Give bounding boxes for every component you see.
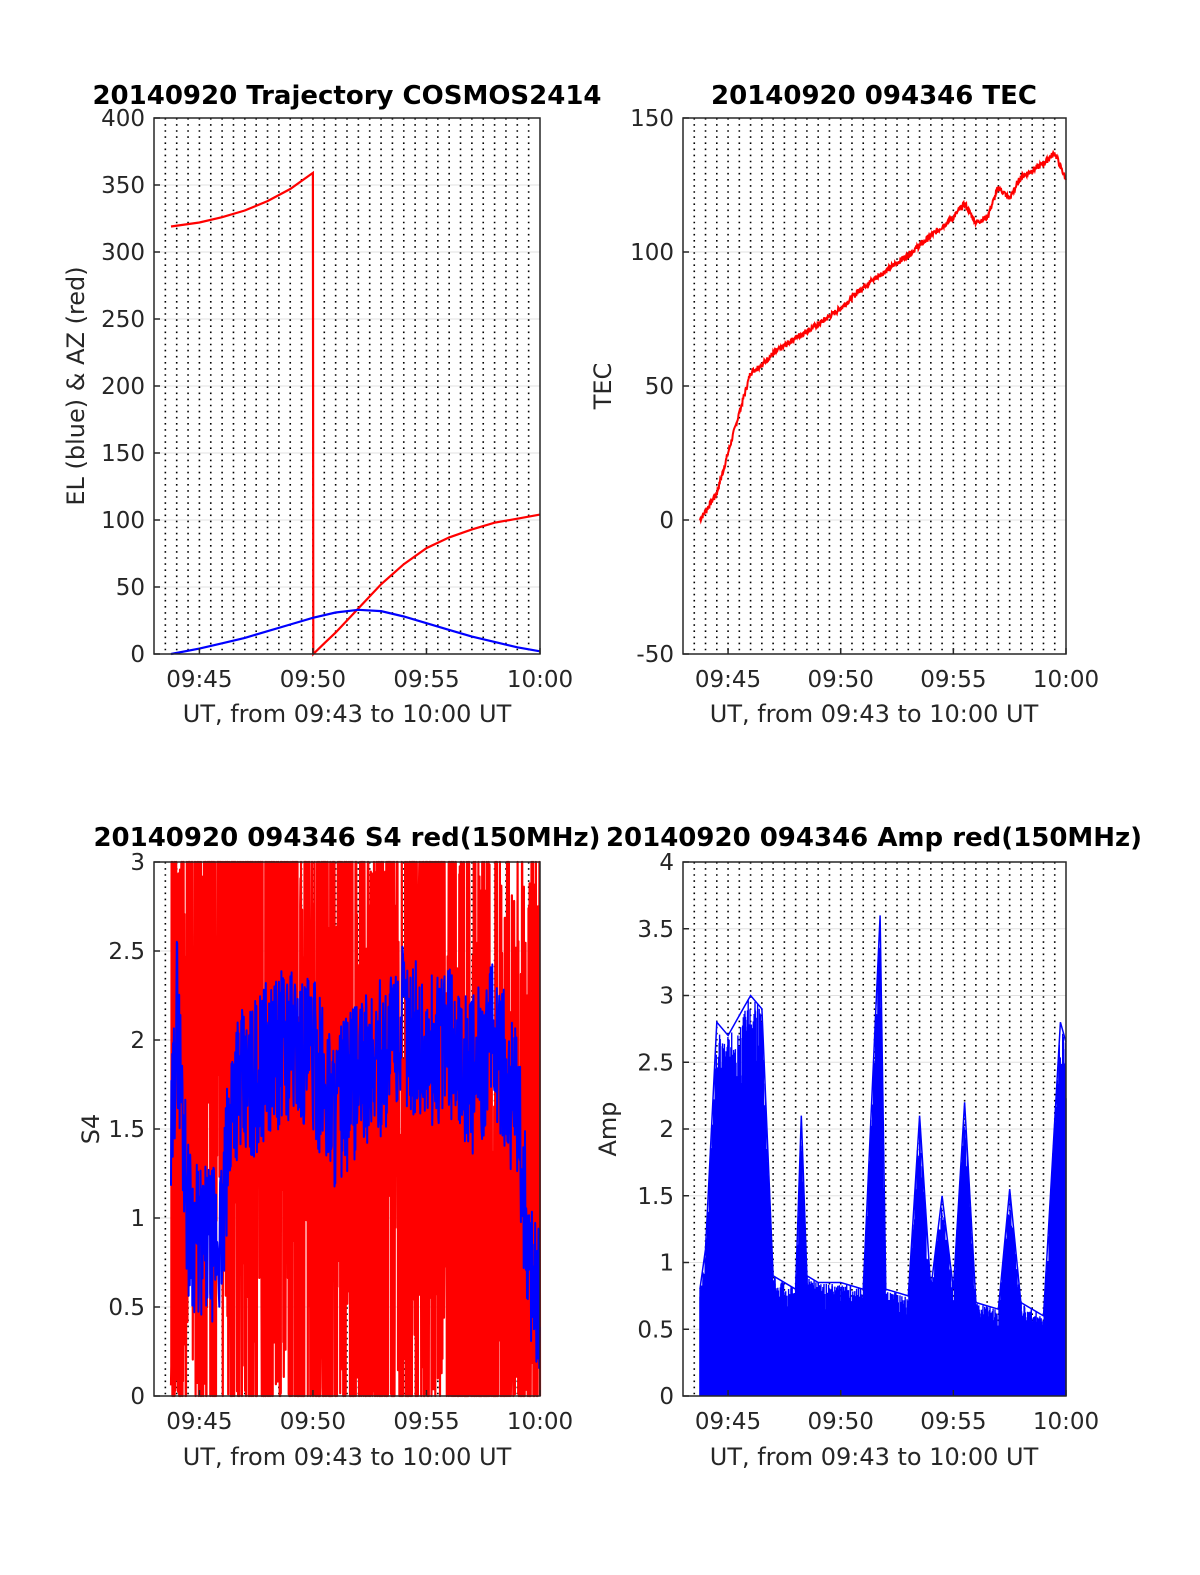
y-tick-label-3: 1.5 bbox=[637, 1184, 674, 1210]
y-tick-label-2: 1 bbox=[659, 1251, 674, 1277]
y-tick-label-4: 150 bbox=[630, 106, 674, 132]
y-tick-label-1: 0.5 bbox=[637, 1317, 674, 1343]
x-tick-label-2: 09:55 bbox=[920, 1409, 986, 1435]
y-tick-label-6: 300 bbox=[101, 240, 145, 266]
x-tick-label-3: 10:00 bbox=[1033, 667, 1099, 693]
y-tick-label-1: 50 bbox=[116, 575, 145, 601]
panel-amp-title: 20140920 094346 Amp red(150MHz) bbox=[606, 823, 1142, 853]
series-envelope-0 bbox=[699, 915, 1067, 1318]
y-tick-label-0: 0 bbox=[130, 642, 145, 668]
panel-tec-ylabel: TEC bbox=[589, 363, 617, 411]
series-line-1 bbox=[170, 940, 541, 1369]
panel-amp: 20140920 094346 Amp red(150MHz) UT, from… bbox=[594, 823, 1142, 1471]
panel-s4: 20140920 094346 S4 red(150MHz) UT, from … bbox=[77, 823, 601, 1471]
plot-s4: 0 0.5 1 1.5 2 2.5 3 09:45 09:50 09:55 10:00 bbox=[108, 850, 573, 1435]
panel-s4-title: 20140920 094346 S4 red(150MHz) bbox=[93, 823, 600, 853]
x-tick-label-2: 09:55 bbox=[393, 667, 459, 693]
x-tick-label-2: 09:55 bbox=[920, 667, 986, 693]
panel-tec-title: 20140920 094346 TEC bbox=[711, 81, 1037, 111]
y-tick-label-7: 3.5 bbox=[637, 917, 674, 943]
x-tick-label-1: 09:50 bbox=[808, 1409, 874, 1435]
series-line-0 bbox=[698, 149, 1067, 525]
panel-amp-xlabel: UT, from 09:43 to 10:00 UT bbox=[710, 1443, 1039, 1471]
y-tick-label-0: -50 bbox=[636, 642, 674, 668]
y-tick-label-4: 2 bbox=[659, 1117, 674, 1143]
panel-amp-ylabel: Amp bbox=[594, 1101, 622, 1156]
panel-trajectory: 20140920 Trajectory COSMOS2414 UT, from … bbox=[62, 81, 602, 728]
panel-s4-xlabel: UT, from 09:43 to 10:00 UT bbox=[183, 1443, 512, 1471]
x-tick-label-1: 09:50 bbox=[808, 667, 874, 693]
x-tick-label-1: 09:50 bbox=[280, 1409, 346, 1435]
x-tick-label-3: 10:00 bbox=[507, 667, 573, 693]
y-tick-label-3: 150 bbox=[101, 441, 145, 467]
y-tick-label-6: 3 bbox=[130, 850, 145, 876]
y-tick-label-4: 200 bbox=[101, 374, 145, 400]
panel-trajectory-xlabel: UT, from 09:43 to 10:00 UT bbox=[183, 700, 512, 728]
plot-amp: 0 0.5 1 1.5 2 2.5 3 3.5 4 09:45 09:50 09:55 10:00 bbox=[637, 850, 1099, 1435]
y-tick-label-5: 2.5 bbox=[637, 1050, 674, 1076]
y-tick-label-2: 50 bbox=[645, 374, 674, 400]
y-tick-label-5: 250 bbox=[101, 307, 145, 333]
y-tick-label-4: 2 bbox=[130, 1028, 145, 1054]
x-tick-label-0: 09:45 bbox=[695, 1409, 761, 1435]
plot-tec: -50 0 50 100 150 09:45 09:50 09:55 10:00 bbox=[630, 106, 1099, 693]
series-spikes-0 bbox=[699, 947, 1067, 1396]
panel-s4-ylabel: S4 bbox=[77, 1114, 105, 1145]
y-tick-label-3: 100 bbox=[630, 240, 674, 266]
y-tick-label-0: 0 bbox=[659, 1384, 674, 1410]
x-tick-label-1: 09:50 bbox=[280, 667, 346, 693]
panel-tec-xlabel: UT, from 09:43 to 10:00 UT bbox=[710, 700, 1039, 728]
y-tick-label-3: 1.5 bbox=[108, 1117, 145, 1143]
series-line-1 bbox=[170, 608, 541, 656]
y-tick-label-5: 2.5 bbox=[108, 939, 145, 965]
x-tick-label-3: 10:00 bbox=[507, 1409, 573, 1435]
x-tick-label-3: 10:00 bbox=[1033, 1409, 1099, 1435]
y-tick-label-1: 0.5 bbox=[108, 1295, 145, 1321]
y-tick-label-6: 3 bbox=[659, 984, 674, 1010]
panel-trajectory-title: 20140920 Trajectory COSMOS2414 bbox=[92, 81, 601, 111]
x-tick-label-0: 09:45 bbox=[166, 667, 232, 693]
series-line-0 bbox=[170, 170, 541, 657]
y-tick-label-8: 4 bbox=[659, 850, 674, 876]
y-tick-label-7: 350 bbox=[101, 173, 145, 199]
y-tick-label-0: 0 bbox=[130, 1384, 145, 1410]
y-tick-label-2: 100 bbox=[101, 508, 145, 534]
x-tick-label-0: 09:45 bbox=[166, 1409, 232, 1435]
panel-trajectory-ylabel: EL (blue) & AZ (red) bbox=[62, 266, 90, 505]
x-tick-label-0: 09:45 bbox=[695, 667, 761, 693]
plot-trajectory: 0 50 100 150 200 250 300 350 400 09:45 09:50 09:55 1… bbox=[101, 106, 573, 693]
y-tick-label-1: 0 bbox=[659, 508, 674, 534]
y-tick-label-2: 1 bbox=[130, 1206, 145, 1232]
panel-tec: 20140920 094346 TEC UT, from 09:43 to 10… bbox=[589, 81, 1039, 728]
y-tick-label-8: 400 bbox=[101, 106, 145, 132]
x-tick-label-2: 09:55 bbox=[393, 1409, 459, 1435]
